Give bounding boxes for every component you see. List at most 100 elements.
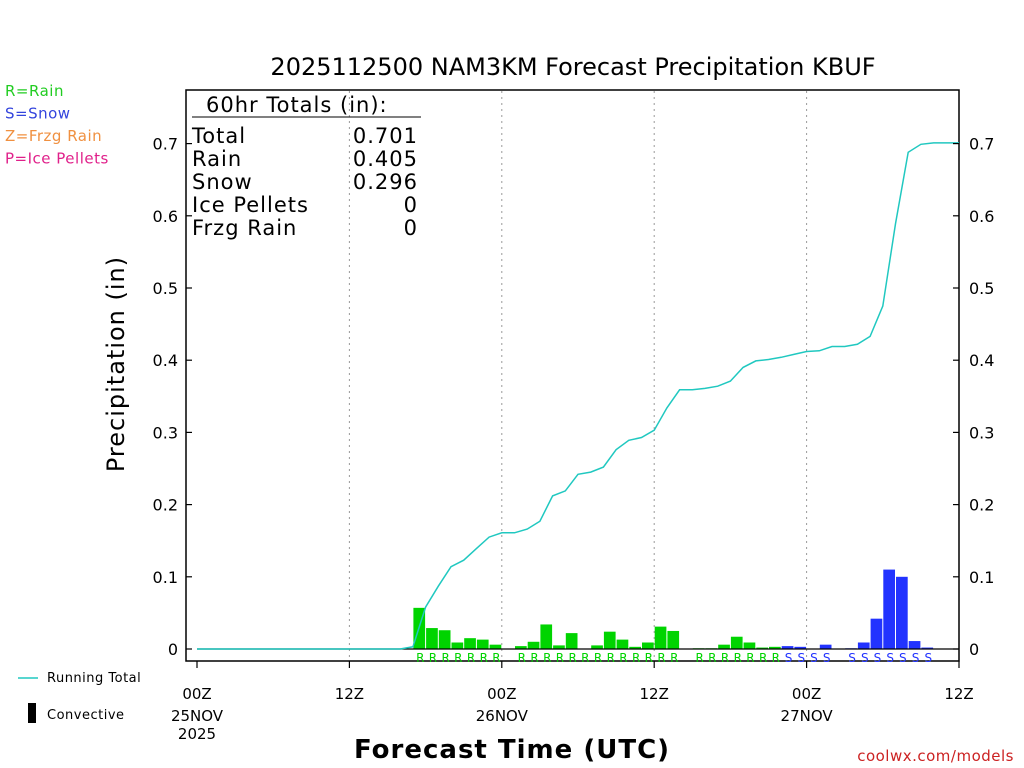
y-tick-label-right: 0.3	[969, 423, 994, 442]
precip-bar	[476, 639, 489, 649]
precip-type-letter: S	[886, 651, 894, 665]
y-axis-right: 0 0.1 0.2 0.3 0.4 0.5 0.6 0.7	[953, 135, 994, 659]
precip-bar	[527, 641, 540, 649]
totals-header: 60hr Totals (in):	[206, 93, 388, 117]
y-tick-label: 0.4	[153, 351, 178, 370]
precip-type-letter: R	[607, 651, 615, 665]
y-tick-label-right: 0	[969, 640, 979, 659]
precip-bar	[451, 642, 464, 649]
y-tick-label: 0.2	[153, 496, 178, 515]
precip-type-letter: R	[429, 651, 437, 665]
y-tick-label-right: 0.1	[969, 568, 994, 587]
precip-type-letter: S	[797, 651, 805, 665]
precip-type-letter: R	[695, 651, 703, 665]
precip-type-letter: R	[632, 651, 640, 665]
precip-bar	[857, 642, 870, 649]
totals-row-value: 0.405	[353, 147, 418, 171]
running-total-legend-label: Running Total	[47, 671, 141, 686]
precip-type-letter: S	[924, 651, 932, 665]
precip-type-legend: R=Rain S=Snow Z=Frzg Rain P=Ice Pellets	[5, 82, 109, 168]
precip-bar	[540, 624, 553, 649]
gridlines	[348, 91, 808, 660]
precip-bar	[896, 576, 908, 649]
precip-type-letter: R	[454, 651, 462, 665]
precip-type-letter: R	[734, 651, 742, 665]
precip-bar	[743, 642, 756, 649]
precip-type-letter: R	[746, 651, 754, 665]
x-axis-label: Forecast Time (UTC)	[354, 735, 670, 765]
precip-bar	[794, 646, 807, 649]
plot-frame	[185, 89, 960, 662]
y-tick-label: 0.5	[153, 279, 178, 298]
x-tick-date: 25NOV	[171, 707, 224, 725]
precip-bar	[489, 644, 502, 649]
precip-bar	[591, 645, 603, 649]
precip-type-legend-item: P=Ice Pellets	[5, 150, 109, 168]
y-tick-label-right: 0.5	[969, 279, 994, 298]
precip-bar	[565, 633, 578, 649]
precip-type-letter: R	[492, 651, 500, 665]
x-tick-label: 12Z	[335, 685, 364, 703]
precip-type-legend-item: Z=Frzg Rain	[5, 127, 102, 145]
totals-row-label: Rain	[192, 147, 242, 171]
x-tick-date: 27NOV	[781, 707, 834, 725]
precip-type-letter: R	[772, 651, 780, 665]
precip-bar	[769, 646, 781, 649]
precip-bar	[756, 647, 768, 649]
y-tick-label: 0.7	[153, 135, 178, 154]
x-tick-label: 00Z	[792, 685, 821, 703]
totals-row-value: 0.296	[353, 170, 418, 194]
precip-type-letter: R	[619, 651, 627, 665]
totals-box: 60hr Totals (in): Total 0.701 Rain 0.405 Sno…	[191, 93, 421, 240]
chart-title: 2025112500 NAM3KM Forecast Precipitation…	[270, 53, 875, 81]
precip-type-letter: R	[530, 651, 538, 665]
x-tick-year: 2025	[178, 725, 216, 743]
precip-type-letter: R	[721, 651, 729, 665]
totals-row-label: Ice Pellets	[192, 193, 309, 217]
totals-row-label: Frzg Rain	[192, 216, 297, 240]
precip-bar	[718, 644, 730, 649]
y-axis-left: 0 0.1 0.2 0.3 0.4 0.5 0.6 0.7	[153, 135, 192, 659]
totals-row-value: 0	[404, 193, 418, 217]
precip-bar	[642, 642, 654, 649]
x-tick-label: 00Z	[182, 685, 211, 703]
precip-type-letter: R	[480, 651, 488, 665]
precip-bar	[553, 645, 565, 649]
y-tick-label-right: 0.4	[969, 351, 994, 370]
precip-bar	[921, 647, 934, 649]
precip-type-letter: R	[594, 651, 602, 665]
y-tick-label: 0.3	[153, 423, 178, 442]
precip-bar	[819, 644, 832, 649]
x-tick-label: 12Z	[944, 685, 973, 703]
precip-bar	[438, 630, 451, 649]
precip-type-letter: S	[874, 651, 882, 665]
precip-type-letter: R	[441, 651, 449, 665]
y-tick-label-right: 0.7	[969, 135, 994, 154]
precip-bar	[908, 641, 921, 649]
credit-text: coolwx.com/models	[857, 747, 1014, 765]
precip-bar	[883, 569, 895, 649]
totals-row-label: Total	[191, 124, 246, 148]
precip-bar	[870, 618, 883, 649]
x-tick-date: 26NOV	[476, 707, 529, 725]
precip-type-letter: R	[645, 651, 653, 665]
totals-row-value: 0	[404, 216, 418, 240]
convective-legend-label: Convective	[47, 708, 125, 723]
y-tick-label: 0	[168, 640, 178, 659]
precip-type-letter: R	[543, 651, 551, 665]
totals-row-value: 0.701	[353, 124, 418, 148]
precip-type-letter: R	[556, 651, 564, 665]
precip-type-letter: R	[416, 651, 424, 665]
precip-type-letter: R	[581, 651, 589, 665]
running-total-line	[197, 142, 959, 650]
precip-bar	[616, 639, 629, 649]
precip-type-letter: R	[670, 651, 678, 665]
precip-type-letter: S	[810, 651, 818, 665]
y-axis-label: Precipitation (in)	[102, 256, 130, 472]
convective-swatch	[28, 703, 36, 723]
y-tick-label-right: 0.2	[969, 496, 994, 515]
precip-bar	[464, 638, 476, 649]
totals-row-label: Snow	[192, 170, 253, 194]
